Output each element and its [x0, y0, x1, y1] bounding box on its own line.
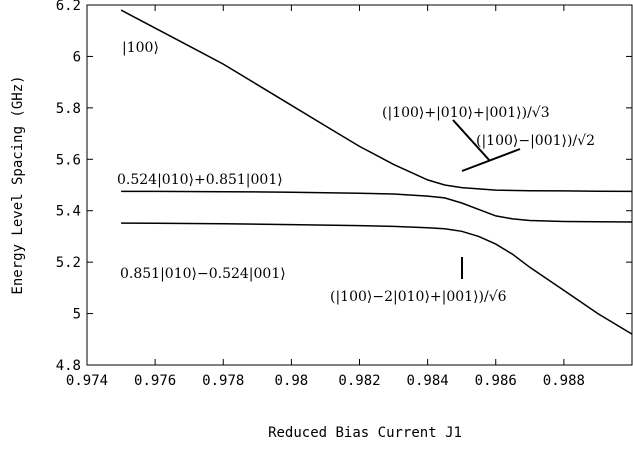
x-axis-ticks: 0.974 0.976 0.978 0.98 0.982 0.984 0.986 0.988 — [66, 5, 585, 389]
state-label-1: |100⟩ — [122, 40, 159, 56]
x-tick-label: 0.982 — [338, 373, 380, 389]
x-tick-label: 0.978 — [202, 373, 244, 389]
series-line-1 — [120, 9, 633, 193]
y-tick-label: 5.8 — [56, 101, 81, 117]
state-label-5: 0.851|010⟩−0.524|001⟩ — [120, 266, 286, 282]
y-tick-label: 6 — [73, 49, 81, 65]
y-tick-label: 5.6 — [56, 152, 81, 168]
x-tick-label: 0.98 — [275, 373, 309, 389]
x-tick-label: 0.986 — [475, 373, 517, 389]
x-tick-label: 0.974 — [66, 373, 108, 389]
x-axis-title: Reduced Bias Current J1 — [268, 425, 462, 441]
x-tick-label: 0.988 — [543, 373, 585, 389]
y-tick-label: 4.8 — [56, 358, 81, 374]
state-label-6: (|100⟩−2|010⟩+|001⟩)/√6 — [330, 289, 507, 305]
y-tick-label: 5.2 — [56, 255, 81, 271]
x-tick-label: 0.984 — [407, 373, 449, 389]
pointer-lines — [452, 119, 521, 279]
series-lines — [120, 9, 633, 335]
state-label-2: (|100⟩+|010⟩+|001⟩)/√3 — [382, 105, 550, 121]
y-axis-ticks: 4.8 5 5.2 5.4 5.6 5.8 6 6.2 — [56, 0, 632, 374]
state-label-4: 0.524|010⟩+0.851|001⟩ — [117, 172, 283, 188]
x-tick-label: 0.976 — [134, 373, 176, 389]
y-tick-label: 5 — [73, 307, 81, 323]
series-line-3 — [121, 222, 633, 335]
pointer-line-antisymmetric — [461, 148, 521, 172]
y-tick-label: 5.4 — [56, 204, 81, 220]
annotations: |100⟩ (|100⟩+|010⟩+|001⟩)/√3 (|100⟩−|001⟩)… — [117, 40, 595, 305]
y-tick-label: 6.2 — [56, 0, 81, 14]
series-line-2 — [121, 190, 633, 223]
state-label-3: (|100⟩−|001⟩)/√2 — [476, 133, 595, 149]
y-axis-title: Energy Level Spacing (GHz) — [10, 75, 26, 294]
pointer-line-symmetric — [452, 119, 491, 162]
